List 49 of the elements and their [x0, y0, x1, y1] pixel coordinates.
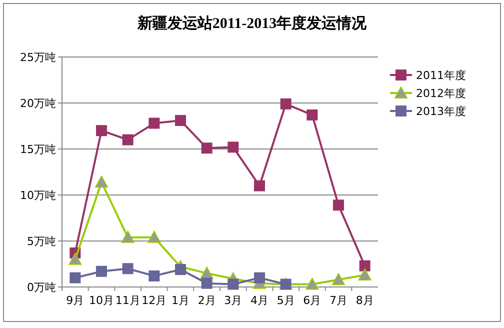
x-tick-label: 7月 [330, 294, 348, 307]
legend-label: 2012年度 [416, 87, 466, 100]
point [95, 176, 108, 188]
point [358, 268, 372, 281]
point [332, 273, 345, 286]
x-tick-label: 4月 [250, 294, 268, 307]
point [228, 142, 239, 153]
y-tick-label: 20万吨 [20, 97, 56, 110]
point [122, 263, 134, 274]
point [70, 272, 81, 284]
point [96, 266, 107, 277]
point [68, 252, 82, 265]
point [200, 266, 214, 279]
x-tick-label: 12月 [142, 294, 167, 307]
point [359, 260, 370, 272]
point [306, 278, 319, 290]
point [148, 118, 160, 129]
legend-label: 2013年度 [416, 105, 466, 118]
y-tick-label: 15万吨 [20, 143, 56, 156]
point [96, 125, 107, 136]
point [228, 278, 239, 290]
x-tick-label: 11月 [115, 294, 140, 307]
y-tick-label: 10万吨 [20, 189, 56, 202]
point [122, 134, 134, 146]
point [254, 272, 265, 284]
point [280, 98, 292, 110]
point [175, 114, 186, 126]
point [306, 109, 318, 120]
y-tick-label: 25万吨 [20, 51, 56, 64]
x-tick-label: 6月 [303, 294, 322, 307]
x-tick-label: 2月 [198, 294, 216, 307]
title: 新疆发运站2011-2013年度发运情况 [137, 16, 367, 32]
point [121, 230, 134, 243]
point [201, 142, 212, 154]
x-tick-label: 9月 [66, 294, 84, 307]
y-tick-label: 5万吨 [27, 235, 56, 248]
point [175, 264, 186, 276]
point [201, 278, 212, 289]
point [148, 230, 161, 243]
y-tick-label: 0万吨 [27, 281, 56, 294]
x-tick-label: 3月 [224, 294, 242, 307]
point [333, 200, 344, 211]
x-tick-label: 1月 [172, 294, 190, 307]
point [254, 180, 265, 192]
point [148, 270, 160, 282]
x-tick-label: 10月 [89, 294, 114, 307]
legend-label: 2011年度 [416, 69, 466, 82]
x-tick-label: 5月 [276, 294, 295, 307]
x-tick-label: 8月 [356, 294, 374, 307]
